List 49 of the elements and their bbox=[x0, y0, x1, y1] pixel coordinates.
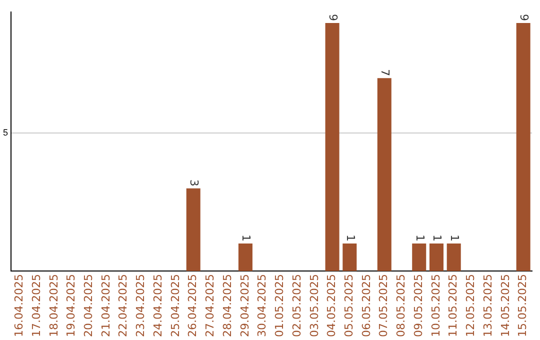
x-tick-label: 24.04.2025 bbox=[151, 274, 164, 338]
data-label: 1 bbox=[430, 234, 444, 242]
x-tick-label: 28.04.2025 bbox=[220, 274, 234, 338]
x-tick-label: 27.04.2025 bbox=[204, 274, 217, 338]
x-tick-label: 05.05.2025 bbox=[342, 274, 356, 338]
bar bbox=[238, 243, 252, 272]
x-tick-label: 08.05.2025 bbox=[394, 274, 408, 338]
x-tick-label: 26.04.2025 bbox=[186, 274, 200, 338]
data-label: 1 bbox=[344, 234, 357, 242]
data-label: 1 bbox=[448, 234, 461, 242]
data-label: 3 bbox=[187, 179, 200, 186]
bar bbox=[377, 78, 392, 272]
y-tick-label: 5 bbox=[2, 128, 8, 138]
x-tick-label: 03.05.2025 bbox=[308, 274, 321, 338]
data-label: 1 bbox=[240, 234, 253, 242]
x-tick-label: 01.05.2025 bbox=[273, 274, 286, 338]
data-label: 9 bbox=[326, 14, 340, 22]
data-label: 9 bbox=[517, 14, 530, 22]
x-tick-label: 07.05.2025 bbox=[377, 274, 390, 338]
x-tick-label: 14.05.2025 bbox=[498, 274, 512, 338]
x-tick-label: 19.04.2025 bbox=[64, 274, 78, 338]
bar bbox=[325, 23, 340, 272]
bar bbox=[429, 243, 444, 272]
x-tick-label: 10.05.2025 bbox=[429, 274, 442, 338]
x-tick-label: 22.04.2025 bbox=[116, 274, 130, 338]
x-tick-label: 13.05.2025 bbox=[481, 274, 494, 338]
x-tick-label: 29.04.2025 bbox=[238, 274, 252, 338]
data-label: 1 bbox=[413, 234, 426, 242]
x-tick-label: 17.04.2025 bbox=[30, 274, 43, 338]
bar bbox=[342, 243, 357, 272]
x-tick-label: 20.04.2025 bbox=[82, 274, 96, 338]
x-tick-label: 16.04.2025 bbox=[12, 274, 26, 338]
bar bbox=[412, 243, 426, 272]
x-tick-label: 25.04.2025 bbox=[168, 274, 182, 338]
x-tick-label: 18.04.2025 bbox=[47, 274, 60, 338]
x-tick-label: 09.05.2025 bbox=[412, 274, 425, 338]
bar bbox=[446, 243, 461, 272]
x-tick-label: 30.04.2025 bbox=[256, 274, 269, 338]
x-tick-label: 04.05.2025 bbox=[325, 274, 338, 338]
x-tick-label: 23.04.2025 bbox=[134, 274, 148, 338]
bar bbox=[186, 188, 200, 272]
bar bbox=[516, 23, 530, 272]
x-tick-label: 06.05.2025 bbox=[360, 274, 373, 338]
x-tick-label: 02.05.2025 bbox=[290, 274, 304, 338]
x-tick-label: 15.05.2025 bbox=[516, 274, 530, 338]
x-tick-label: 11.05.2025 bbox=[446, 274, 460, 338]
x-tick-label: 12.05.2025 bbox=[464, 274, 478, 338]
data-label: 7 bbox=[378, 69, 392, 76]
x-tick-label: 21.04.2025 bbox=[99, 274, 112, 338]
